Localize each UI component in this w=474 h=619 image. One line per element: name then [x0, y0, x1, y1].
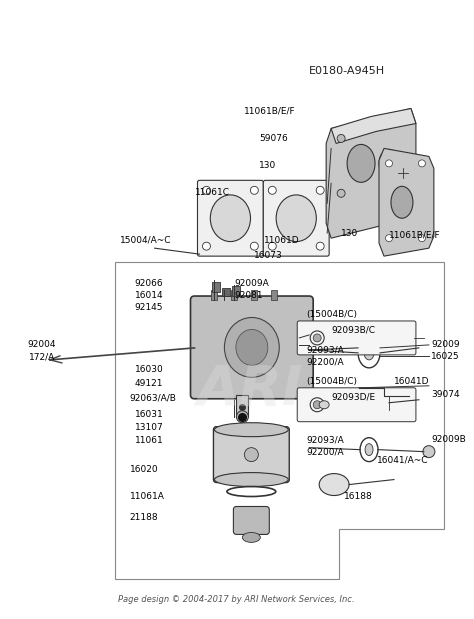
Text: 11061C: 11061C	[194, 188, 229, 197]
Text: 92063/A/B: 92063/A/B	[130, 393, 176, 402]
Ellipse shape	[214, 423, 288, 436]
Text: 92093B/C: 92093B/C	[331, 326, 375, 334]
Bar	[231, 290, 237, 300]
Circle shape	[316, 186, 324, 194]
Text: 11061B/E/F: 11061B/E/F	[389, 231, 441, 240]
Text: Page design © 2004-2017 by ARI Network Services, Inc.: Page design © 2004-2017 by ARI Network S…	[118, 595, 355, 604]
Circle shape	[202, 186, 210, 194]
Ellipse shape	[347, 144, 375, 183]
Text: 92200/A: 92200/A	[306, 447, 344, 456]
Text: 92004: 92004	[27, 340, 56, 349]
Text: 130: 130	[341, 228, 358, 238]
Ellipse shape	[319, 474, 349, 496]
Ellipse shape	[379, 149, 399, 177]
Text: 130: 130	[259, 161, 276, 170]
Text: 92200/A: 92200/A	[306, 357, 344, 366]
Bar	[211, 290, 218, 300]
FancyBboxPatch shape	[297, 321, 416, 355]
Circle shape	[385, 160, 392, 167]
Text: 16188: 16188	[344, 492, 373, 501]
Ellipse shape	[276, 195, 316, 241]
Text: 92081: 92081	[234, 290, 263, 300]
Ellipse shape	[210, 195, 250, 241]
Bar	[251, 290, 257, 300]
Circle shape	[313, 400, 321, 409]
Text: 92145: 92145	[135, 303, 163, 311]
Ellipse shape	[365, 444, 373, 456]
Text: 92093/A: 92093/A	[306, 345, 344, 355]
Circle shape	[337, 189, 345, 197]
FancyBboxPatch shape	[264, 180, 329, 256]
Circle shape	[250, 242, 258, 250]
Circle shape	[245, 448, 258, 462]
Text: 16041/A~C: 16041/A~C	[377, 455, 428, 464]
Text: E0180-A945H: E0180-A945H	[309, 66, 385, 76]
Circle shape	[337, 134, 345, 142]
Ellipse shape	[214, 472, 288, 487]
Bar	[222, 288, 230, 296]
Text: 172/A: 172/A	[29, 352, 55, 361]
Text: 11061B/E/F: 11061B/E/F	[245, 106, 296, 115]
Circle shape	[250, 186, 258, 194]
Ellipse shape	[319, 400, 329, 409]
Text: 11061D: 11061D	[264, 236, 300, 245]
Text: (15004B/C): (15004B/C)	[306, 311, 357, 319]
Text: 11061: 11061	[135, 436, 164, 445]
Ellipse shape	[224, 318, 279, 378]
Circle shape	[423, 446, 435, 457]
Text: 92009: 92009	[431, 340, 459, 349]
FancyBboxPatch shape	[233, 506, 269, 534]
Ellipse shape	[364, 346, 374, 360]
Text: 16014: 16014	[135, 290, 163, 300]
Bar	[271, 290, 277, 300]
Bar	[237, 395, 248, 417]
Text: 39074: 39074	[431, 390, 459, 399]
FancyBboxPatch shape	[191, 296, 313, 399]
Ellipse shape	[391, 186, 413, 219]
Circle shape	[237, 411, 248, 423]
Text: 92009A: 92009A	[234, 279, 269, 288]
Circle shape	[385, 235, 392, 241]
Polygon shape	[331, 108, 416, 144]
Circle shape	[419, 160, 425, 167]
Circle shape	[268, 242, 276, 250]
Text: 16030: 16030	[135, 365, 164, 374]
Polygon shape	[326, 108, 416, 238]
Text: ARI: ARI	[196, 363, 302, 417]
Circle shape	[313, 334, 321, 342]
Text: 21188: 21188	[130, 513, 158, 522]
Text: 16031: 16031	[135, 410, 164, 419]
FancyBboxPatch shape	[213, 426, 289, 483]
Text: 16041D: 16041D	[394, 378, 429, 386]
Circle shape	[398, 168, 408, 178]
Text: 16073: 16073	[255, 251, 283, 259]
Circle shape	[202, 242, 210, 250]
Text: 92066: 92066	[135, 279, 163, 288]
Text: 15004/A~C: 15004/A~C	[120, 236, 171, 245]
Circle shape	[419, 235, 425, 241]
Text: 13107: 13107	[135, 423, 164, 432]
Text: 92009B: 92009B	[431, 435, 465, 444]
Text: 11061A: 11061A	[130, 492, 164, 501]
Polygon shape	[379, 149, 434, 256]
Ellipse shape	[236, 329, 268, 365]
FancyBboxPatch shape	[297, 387, 416, 422]
Ellipse shape	[242, 532, 260, 542]
Text: 92093D/E: 92093D/E	[331, 392, 375, 401]
Text: 16020: 16020	[130, 465, 158, 474]
Text: 16025: 16025	[431, 352, 459, 361]
Text: 92093/A: 92093/A	[306, 435, 344, 444]
Circle shape	[316, 242, 324, 250]
Text: 49121: 49121	[135, 379, 163, 388]
Bar	[232, 286, 240, 296]
FancyBboxPatch shape	[198, 180, 264, 256]
Text: (15004B/C): (15004B/C)	[306, 378, 357, 386]
Text: 59076: 59076	[259, 134, 288, 143]
Bar	[212, 282, 220, 292]
Circle shape	[268, 186, 276, 194]
